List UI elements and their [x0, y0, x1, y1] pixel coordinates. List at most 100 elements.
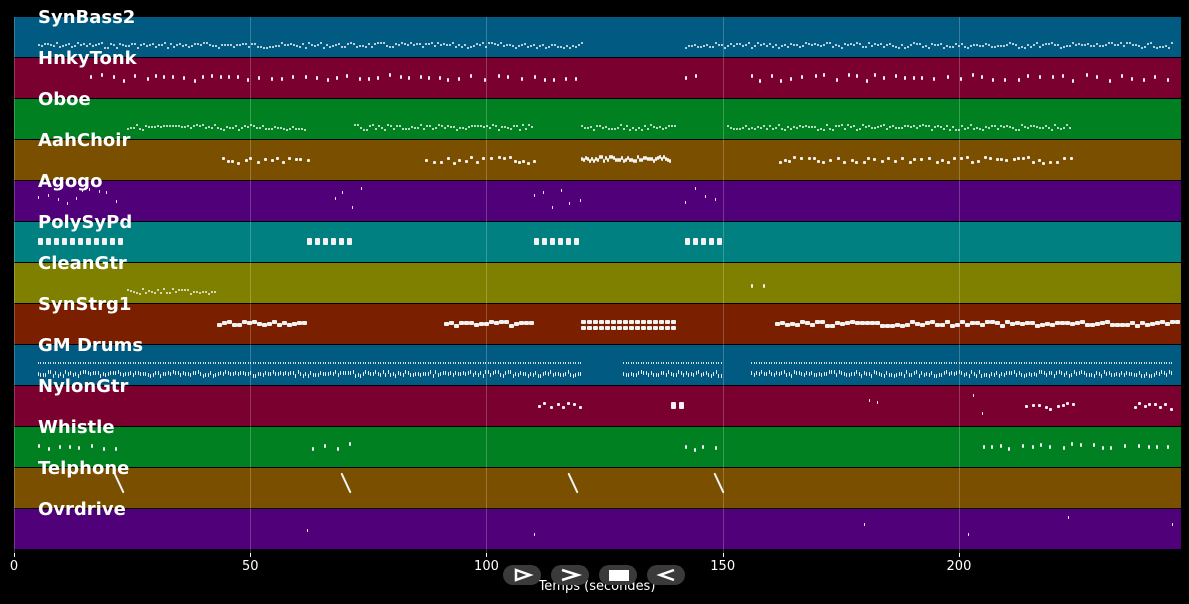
- note: [753, 44, 756, 47]
- note: [384, 128, 387, 131]
- note: [507, 370, 509, 375]
- note: [1126, 362, 1128, 364]
- note: [1086, 373, 1088, 378]
- note: [789, 322, 795, 327]
- note: [1123, 362, 1125, 364]
- note: [140, 362, 142, 364]
- note: [237, 323, 243, 328]
- play-button[interactable]: [503, 565, 541, 585]
- note: [756, 42, 759, 45]
- note: [136, 46, 139, 49]
- note: [778, 371, 780, 376]
- note: [692, 238, 698, 245]
- note: [541, 238, 547, 245]
- note: [190, 127, 193, 130]
- note: [512, 373, 514, 378]
- note: [302, 362, 304, 364]
- note: [372, 362, 374, 364]
- note: [542, 190, 544, 194]
- note: [85, 238, 91, 245]
- note: [1167, 46, 1170, 49]
- note: [340, 371, 342, 376]
- note: [1089, 322, 1095, 327]
- note: [684, 201, 686, 205]
- note: [154, 45, 157, 48]
- note: [970, 124, 973, 127]
- note: [91, 444, 94, 449]
- stop-button[interactable]: [599, 565, 637, 585]
- note: [670, 371, 672, 376]
- note: [630, 362, 632, 364]
- note: [518, 161, 522, 165]
- note: [1066, 124, 1069, 127]
- note: [831, 362, 833, 364]
- note: [139, 44, 142, 47]
- note: [37, 371, 39, 376]
- note: [287, 362, 289, 364]
- note: [497, 370, 499, 375]
- note: [1141, 373, 1143, 378]
- note: [921, 45, 924, 48]
- note: [182, 76, 185, 81]
- note: [789, 42, 792, 45]
- note: [867, 42, 870, 45]
- note: [492, 371, 494, 376]
- note: [678, 370, 680, 375]
- note: [878, 362, 880, 364]
- note: [332, 362, 334, 364]
- note: [199, 291, 202, 294]
- note: [110, 370, 112, 375]
- track-lane: [14, 386, 1181, 426]
- note: [252, 373, 254, 378]
- note: [566, 402, 570, 406]
- note: [817, 128, 820, 131]
- note: [280, 42, 283, 45]
- note: [868, 125, 871, 128]
- note: [295, 128, 298, 131]
- note: [232, 362, 234, 364]
- note: [375, 127, 378, 130]
- x-tick-label: 200: [946, 559, 972, 574]
- note: [222, 362, 224, 364]
- note: [898, 127, 901, 130]
- note: [205, 126, 208, 129]
- note: [880, 160, 884, 164]
- note: [1012, 157, 1016, 161]
- note: [47, 446, 50, 451]
- note: [241, 126, 244, 129]
- note: [322, 46, 325, 49]
- note: [169, 124, 172, 127]
- note: [1119, 42, 1122, 45]
- note: [268, 46, 271, 49]
- note: [336, 446, 339, 451]
- note: [355, 45, 358, 48]
- note: [427, 371, 429, 376]
- note: [370, 372, 372, 377]
- note: [288, 156, 292, 160]
- note: [1163, 402, 1167, 406]
- note: [1058, 362, 1060, 364]
- note: [270, 371, 272, 376]
- note: [457, 362, 459, 364]
- note: [1074, 321, 1080, 326]
- note: [959, 320, 965, 324]
- note: [117, 362, 119, 364]
- rewind-button[interactable]: [647, 565, 685, 585]
- note: [582, 158, 585, 163]
- forward-button[interactable]: [551, 565, 589, 585]
- note: [287, 323, 293, 328]
- note: [794, 322, 800, 327]
- note: [202, 291, 205, 294]
- note: [1166, 77, 1169, 82]
- note: [310, 43, 313, 46]
- note: [462, 362, 464, 364]
- note: [660, 370, 662, 375]
- note: [325, 44, 328, 47]
- note: [574, 76, 577, 81]
- note: [949, 128, 952, 131]
- note: [848, 373, 850, 378]
- note: [540, 373, 542, 378]
- note: [280, 126, 283, 129]
- note: [85, 362, 87, 364]
- note: [983, 362, 985, 364]
